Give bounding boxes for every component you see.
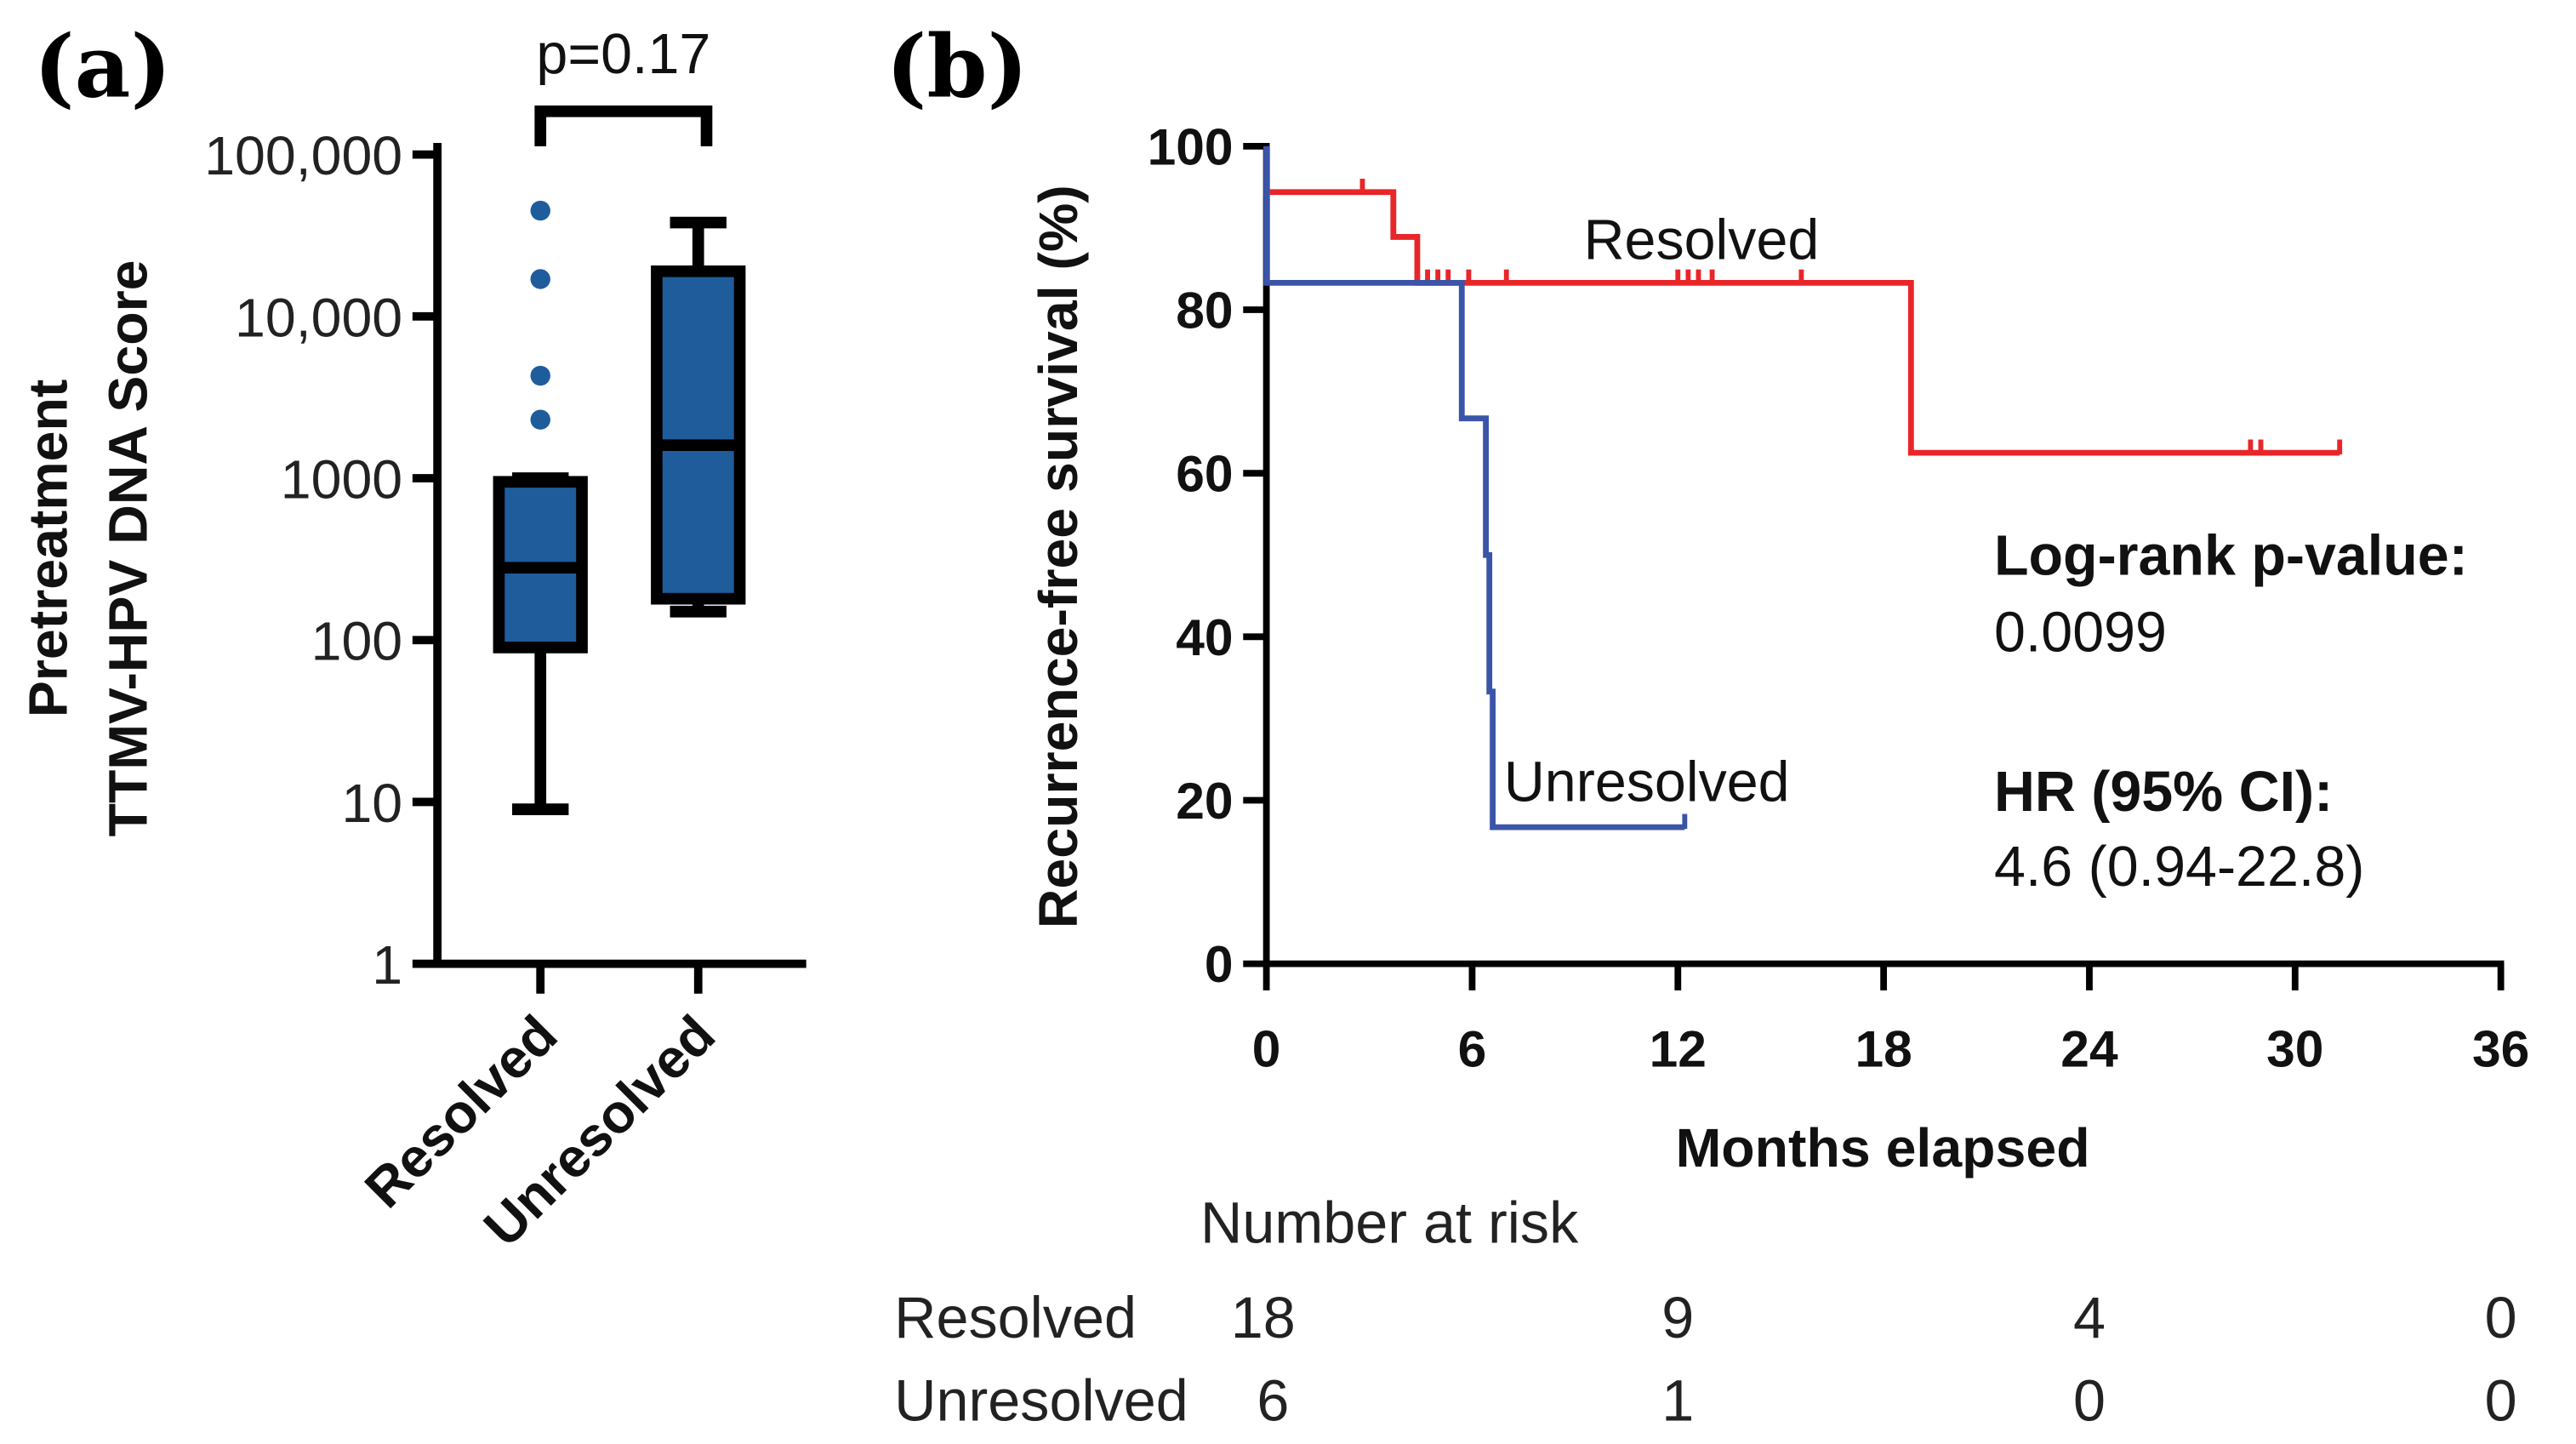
risk-row-label: Unresolved [894,1369,1188,1434]
y-axis-label-line2: TTMV-HPV DNA Score [97,260,158,836]
hr-label: HR (95% CI): [1994,761,2333,824]
panel-b-kaplan-meier: (b) Recurrence-free survival (%) Months … [886,15,2529,1433]
y-tick-label: 80 [1176,281,1233,339]
x-tick-label: 0 [1252,1020,1281,1078]
panel-a-label: (a) [34,15,172,117]
y-tick-label: 1000 [281,448,402,510]
series-label-unresolved: Unresolved [1504,751,1790,813]
risk-row-label: Resolved [894,1286,1137,1350]
y-tick-label: 20 [1176,772,1233,830]
risk-count: 0 [2485,1369,2517,1434]
x-tick-label: 30 [2266,1020,2323,1078]
risk-count: 0 [2485,1286,2517,1350]
y-tick-label: 40 [1176,608,1233,666]
y-tick-label: 10,000 [235,287,402,348]
risk-count: 6 [1257,1369,1289,1434]
x-tick-label: 36 [2472,1020,2529,1078]
risk-count: 4 [2073,1286,2106,1350]
y-tick-label: 100 [1148,117,1234,175]
outlier-point [530,200,550,221]
y-tick-label: 1 [372,934,402,996]
y-tick-label: 60 [1176,445,1233,503]
y-axis-label-line1: Pretreatment [18,380,79,718]
risk-table-title: Number at risk [1200,1191,1579,1256]
risk-count: 18 [1231,1286,1296,1350]
km-curve-unresolved [1263,146,1685,830]
x-axis-label: Months elapsed [1676,1117,2090,1179]
p-value-annotation: p=0.17 [536,23,710,86]
outlier-point [530,409,550,430]
y-axis-label: Recurrence-free survival (%) [1028,185,1089,928]
series-label-resolved: Resolved [1584,209,1820,272]
x-tick-label: 18 [1855,1020,1912,1078]
logrank-label: Log-rank p-value: [1994,525,2468,588]
x-tick-label: 6 [1458,1020,1487,1078]
x-tick-label: 12 [1650,1020,1707,1078]
outlier-point [530,365,550,386]
box-unresolved [651,265,746,605]
logrank-value: 0.0099 [1994,602,2167,665]
risk-count: 9 [1661,1286,1694,1350]
y-tick-label: 10 [341,773,402,834]
hr-value: 4.6 (0.94-22.8) [1994,836,2364,899]
y-tick-label: 100,000 [204,125,402,186]
risk-count: 0 [2073,1369,2106,1434]
y-tick-label: 100 [311,611,403,672]
outlier-point [530,269,550,289]
km-curve-resolved [1263,146,2340,456]
risk-count: 1 [1661,1369,1694,1434]
x-tick-label: 24 [2060,1020,2118,1078]
significance-bracket [534,106,713,146]
panel-a-boxplot: (a) Pretreatment TTMV-HPV DNA Score p=0.… [18,15,806,1259]
y-tick-label: 0 [1205,935,1234,993]
panel-b-label: (b) [886,15,1028,117]
